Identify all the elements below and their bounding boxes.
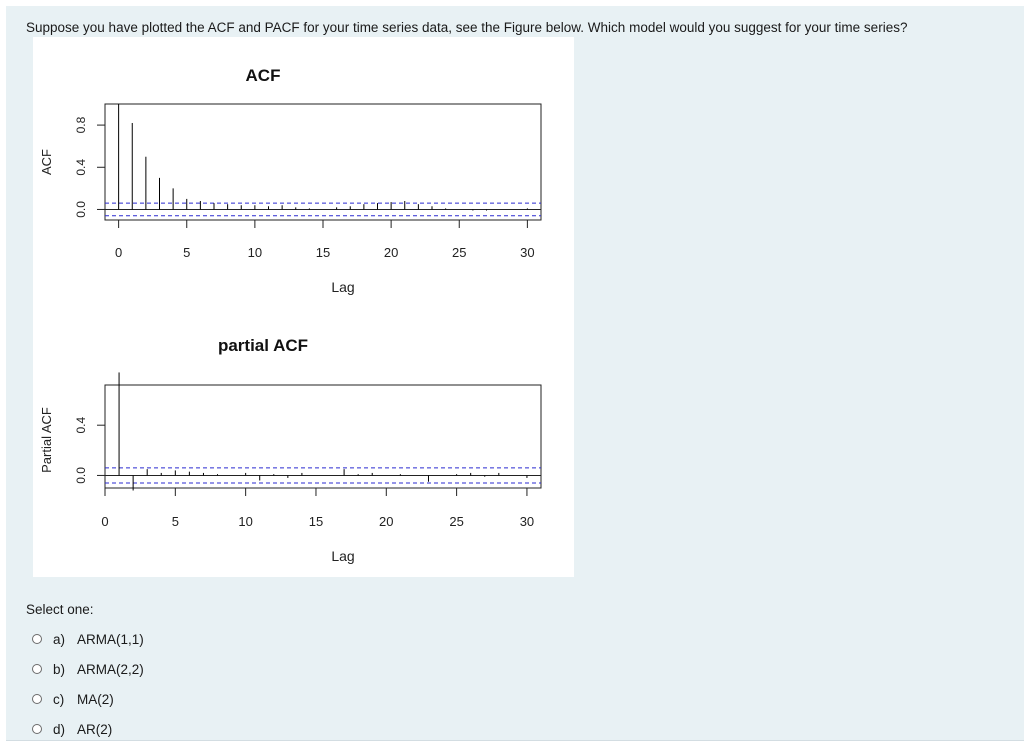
acf-xlabel: Lag [331,279,354,295]
acf-ylabel: ACF [39,149,54,175]
pacf-x-tick-label-30: 30 [520,514,534,529]
acf-pacf-chart: ACF ACF Lag 0 5 10 15 20 25 30 0.0 0.4 0.8 partia… [39,66,542,564]
acf-chart: ACF ACF Lag 0 5 10 15 20 25 30 0.0 0.4 0.8 [39,66,542,295]
pacf-x-tick-label-10: 10 [238,514,252,529]
acf-x-tick-label-30: 30 [520,245,534,260]
acf-y-tick-label-1: 0.4 [74,159,88,176]
pacf-y-tick-label-1: 0.4 [74,417,88,434]
option-letter: b) [53,661,66,677]
pacf-chart: partial ACF Partial ACF Lag 0 5 10 15 20 25 30… [39,336,542,564]
option-d[interactable]: d) AR(2) [32,714,144,744]
option-b[interactable]: b) ARMA(2,2) [32,654,144,684]
pacf-x-tick-label-20: 20 [379,514,393,529]
pacf-xlabel: Lag [331,548,354,564]
pacf-x-tick-label-0: 0 [101,514,108,529]
option-c[interactable]: c) MA(2) [32,684,144,714]
acf-x-tick-label-0: 0 [115,245,122,260]
acf-x-tick-label-25: 25 [452,245,466,260]
option-text: ARMA(2,2) [77,661,144,677]
quiz-question-panel: Suppose you have plotted the ACF and PAC… [6,6,1024,741]
radio-icon[interactable] [32,724,42,734]
pacf-x-tick-label-15: 15 [309,514,323,529]
radio-icon[interactable] [32,664,42,674]
option-letter: d) [53,721,66,737]
answer-options: a) ARMA(1,1) b) ARMA(2,2) c) MA(2) d) AR… [32,624,144,744]
acf-x-tick-label-15: 15 [316,245,330,260]
pacf-x-tick-label-5: 5 [172,514,179,529]
select-one-label: Select one: [26,602,94,617]
radio-icon[interactable] [32,634,42,644]
option-text: MA(2) [77,691,114,707]
acf-plot-frame [104,103,542,221]
question-text: Suppose you have plotted the ACF and PAC… [26,20,908,35]
acf-x-tick-label-20: 20 [384,245,398,260]
acf-x-tick-label-10: 10 [248,245,262,260]
pacf-ylabel: Partial ACF [39,407,54,473]
option-text: ARMA(1,1) [77,631,144,647]
option-text: AR(2) [77,721,113,737]
option-a[interactable]: a) ARMA(1,1) [32,624,144,654]
acf-pacf-figure: ACF ACF Lag 0 5 10 15 20 25 30 0.0 0.4 0.8 partia… [33,37,574,577]
pacf-y-tick-label-0: 0.0 [74,467,88,484]
option-letter: a) [53,631,66,647]
pacf-x-tick-label-25: 25 [449,514,463,529]
option-letter: c) [53,691,65,707]
acf-y-tick-label-2: 0.8 [74,116,88,133]
acf-title: ACF [246,66,281,85]
acf-y-tick-label-0: 0.0 [74,201,88,218]
radio-icon[interactable] [32,694,42,704]
pacf-plot-frame [104,384,542,489]
acf-x-tick-label-5: 5 [183,245,190,260]
pacf-title: partial ACF [218,336,308,355]
